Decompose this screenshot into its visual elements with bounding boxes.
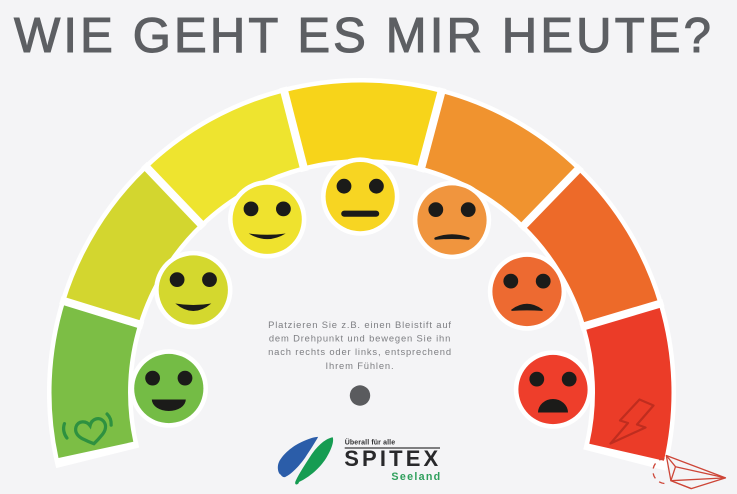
svg-text:Ihrem Fühlen.: Ihrem Fühlen. <box>326 360 395 371</box>
svg-text:Platzieren Sie z.B. einen Blei: Platzieren Sie z.B. einen Bleistift auf <box>268 319 452 330</box>
svg-text:SPITEX: SPITEX <box>344 446 438 471</box>
svg-text:nach rechts oder links, entspr: nach rechts oder links, entsprechend <box>268 346 452 357</box>
svg-text:dem Drehpunkt und bewegen Sie: dem Drehpunkt und bewegen Sie ihn <box>269 333 451 344</box>
svg-text:Überall für alle: Überall für alle <box>345 437 396 446</box>
svg-text:WIE GEHT ES MIR HEUTE?: WIE GEHT ES MIR HEUTE? <box>14 9 714 63</box>
svg-text:Seeland: Seeland <box>391 471 441 483</box>
